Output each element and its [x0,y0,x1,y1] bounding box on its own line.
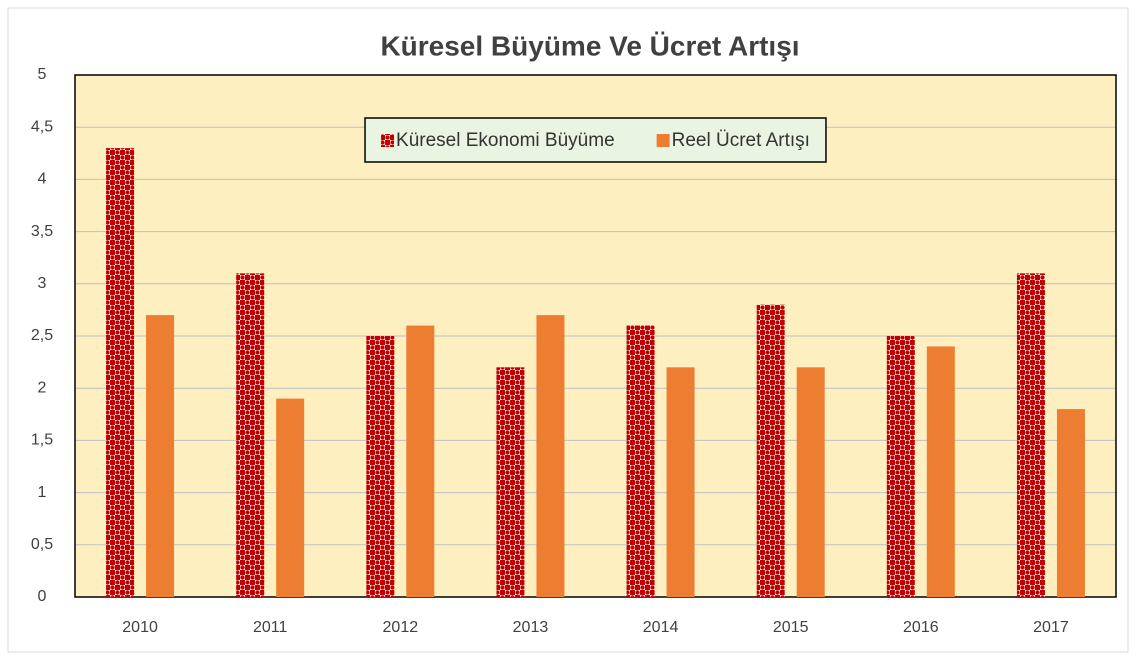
y-tick-label: 4,5 [31,118,53,135]
y-tick-label: 4 [38,171,47,188]
x-tick-label: 2013 [513,619,549,636]
bar [886,336,915,597]
x-tick-label: 2015 [773,619,809,636]
bar [366,336,395,597]
legend-box [364,117,827,163]
bar [1016,273,1045,597]
x-tick-label: 2014 [643,619,679,636]
legend-label: Reel Ücret Artışı [672,130,810,151]
x-tick-label: 2016 [903,619,939,636]
plot-border [74,74,1117,598]
x-tick-label: 2010 [122,619,158,636]
chart-title: Küresel Büyüme Ve Ücret Artışı [380,30,799,61]
y-tick-label: 1,5 [31,432,53,449]
y-tick-label: 1 [38,484,47,501]
x-tick-label: 2011 [253,619,288,636]
bar [276,398,305,597]
y-tick-label: 5 [38,66,47,83]
bar [406,325,435,597]
bar [926,346,955,597]
bar [146,315,175,597]
legend-swatch [381,134,395,147]
x-tick-label: 2012 [383,619,419,636]
bar [1056,409,1085,597]
legend-label: Küresel Ekonomi Büyüme [396,130,615,151]
bar [106,148,135,597]
y-tick-label: 2,5 [31,327,53,344]
bar [236,273,265,597]
bar [626,325,655,597]
bar [796,367,825,597]
bar [536,315,565,597]
x-tick-label: 2017 [1033,619,1069,636]
y-tick-label: 2 [38,379,47,396]
y-tick-label: 3 [38,275,47,292]
bar [496,367,525,597]
legend: Küresel Ekonomi Büyüme Reel Ücret Artışı [364,117,827,163]
y-tick-label: 0 [38,588,47,605]
bar [756,304,785,597]
y-tick-label: 0,5 [31,536,53,553]
y-tick-label: 3,5 [31,223,53,240]
bar [666,367,695,597]
legend-swatch [656,134,670,147]
